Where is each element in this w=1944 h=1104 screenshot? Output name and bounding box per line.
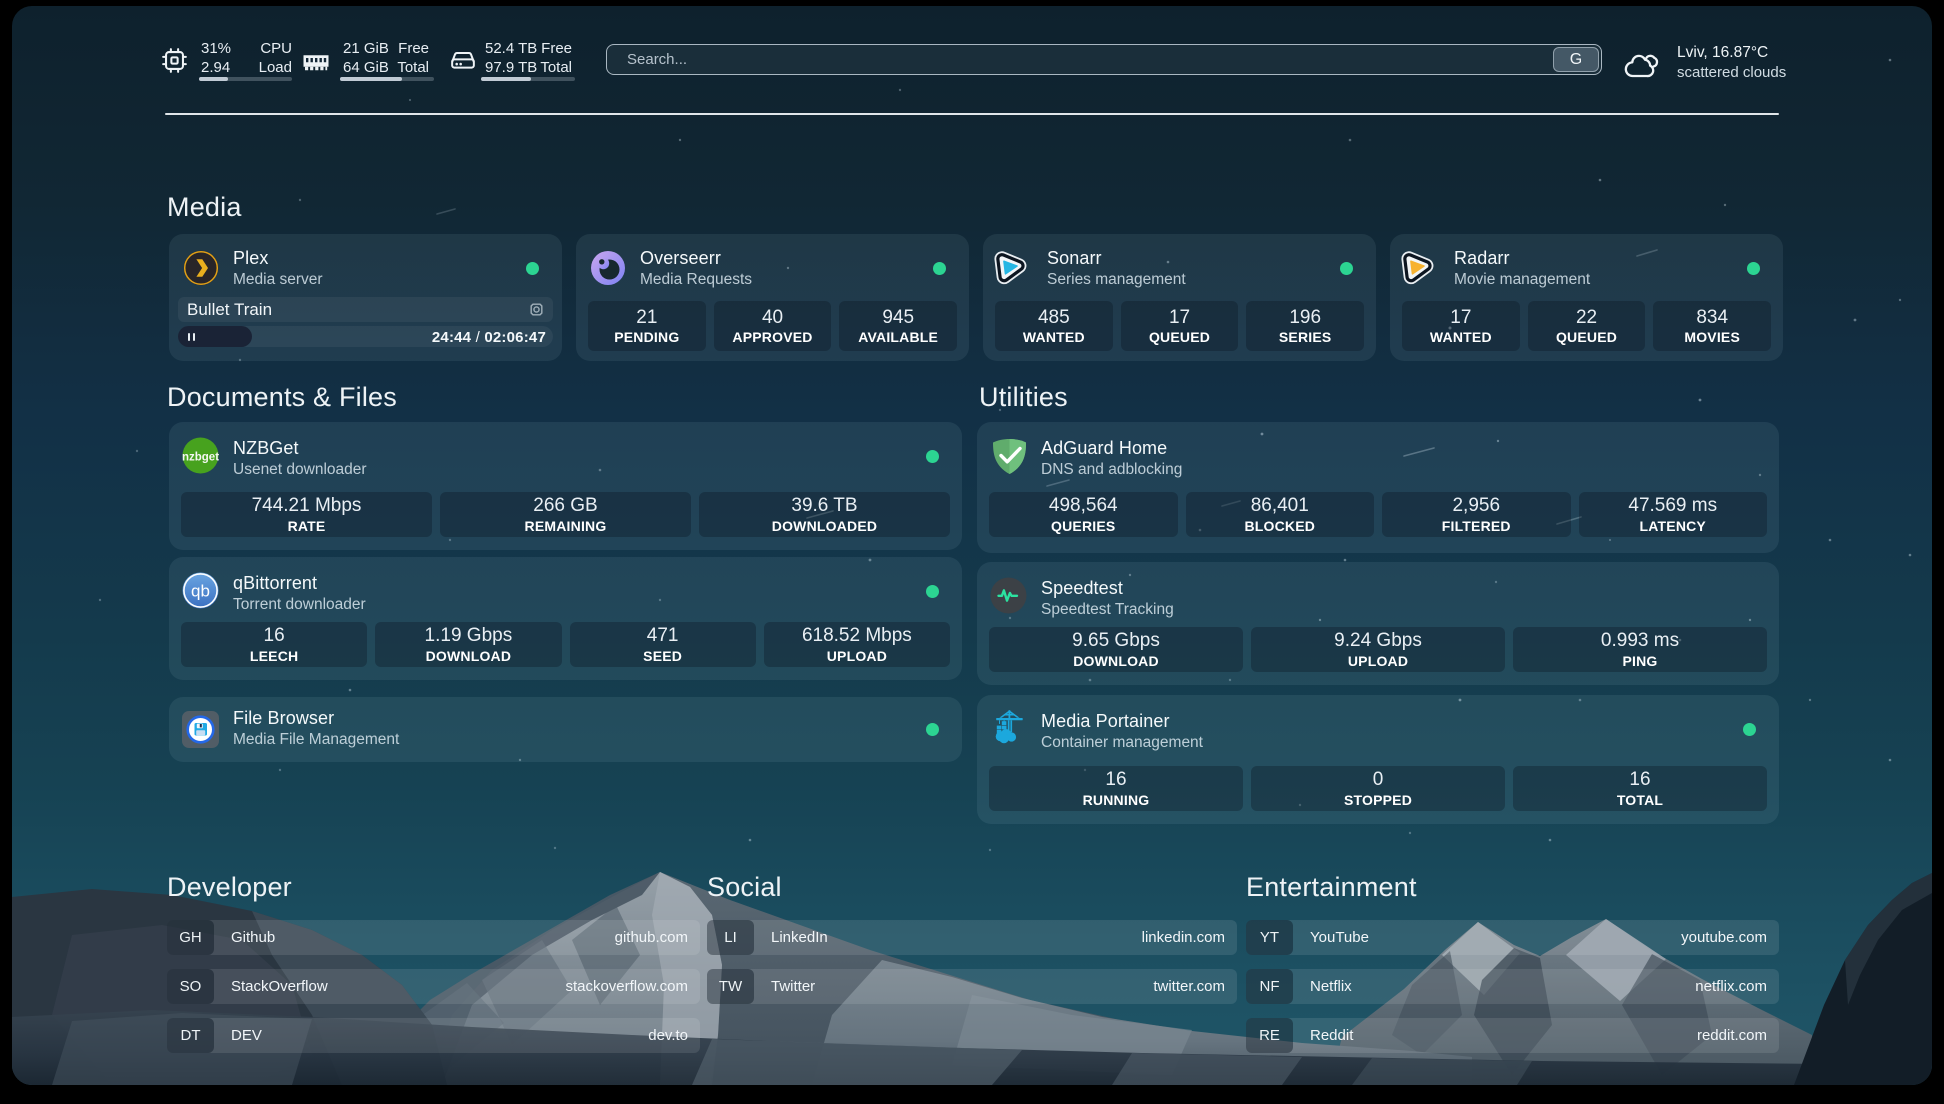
svg-text:qb: qb [191,582,210,601]
svg-text:nzbget: nzbget [182,452,219,464]
